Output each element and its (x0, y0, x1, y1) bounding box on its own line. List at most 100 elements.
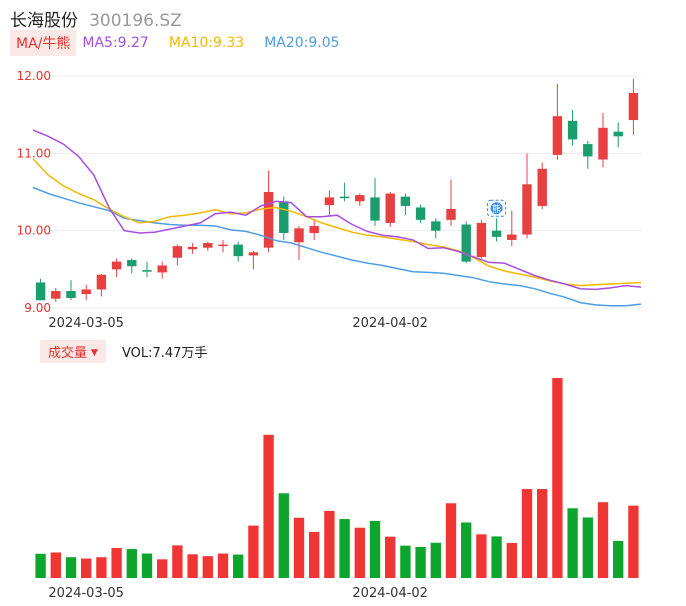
volume-bar (81, 558, 92, 578)
candle-body (522, 184, 532, 235)
candle-body (598, 127, 608, 160)
volume-bar (567, 508, 578, 578)
volume-toggle-button[interactable]: 成交量 ▼ (40, 339, 106, 363)
date-tick-label: 2024-04-02 (352, 316, 428, 331)
candle-body (339, 196, 350, 199)
candle-body (81, 289, 91, 295)
candle-body (157, 265, 167, 273)
volume-bar (50, 552, 61, 578)
candle-body (96, 274, 107, 290)
volume-bar (96, 557, 107, 578)
candle-body (187, 246, 198, 250)
volume-bar (126, 549, 137, 578)
volume-bar (582, 517, 593, 578)
volume-bar (506, 543, 517, 578)
date-tick-label: 2024-03-05 (48, 316, 124, 331)
candle-body (415, 207, 426, 220)
candle-body (51, 290, 61, 299)
volume-bar (597, 502, 609, 578)
volume-bar (157, 559, 168, 578)
volume-bar (293, 517, 305, 578)
candle-body (491, 230, 502, 237)
candle-body (583, 144, 593, 157)
candle-body (203, 243, 213, 248)
volume-bar (430, 542, 441, 578)
candle-body (127, 260, 137, 267)
ma5-line (32, 129, 642, 291)
volume-bar (385, 536, 396, 578)
ma20-label: MA20:9.05 (264, 35, 340, 51)
candle-body (233, 244, 243, 257)
bear-icon (490, 202, 503, 215)
candle-body (431, 221, 441, 231)
volume-bar (445, 503, 457, 578)
candle-body (400, 196, 411, 206)
volume-toggle-label: 成交量 (48, 345, 88, 361)
volume-bar (324, 510, 335, 578)
candle-body (552, 116, 563, 155)
candle-body (446, 209, 456, 220)
candle-body (355, 195, 365, 202)
volume-bar (400, 545, 411, 578)
candle-body (628, 93, 639, 121)
date-tick-label: 2024-04-02 (352, 586, 428, 601)
price-tick-label: 12.00 (17, 69, 51, 83)
candle-body (370, 197, 380, 221)
candle-body (324, 197, 335, 206)
ma5-label: MA5:9.27 (82, 35, 149, 51)
volume-bar (613, 540, 624, 578)
candle-body (476, 222, 487, 257)
candle-body (279, 201, 289, 233)
volume-bar (187, 554, 198, 578)
price-tick-label: 10.00 (17, 224, 51, 238)
volume-bar (233, 554, 244, 578)
candle-body (567, 120, 578, 140)
candle-body (248, 252, 259, 256)
candle-body (142, 270, 152, 272)
ma-toggle-button[interactable]: MA/牛熊 (10, 30, 77, 56)
volume-bar (537, 489, 548, 578)
volume-bar (263, 434, 274, 578)
date-tick-label: 2024-03-05 (48, 586, 124, 601)
candle-body (294, 228, 304, 243)
volume-bar (354, 527, 365, 578)
volume-bar (415, 546, 426, 578)
ma10-line (32, 158, 642, 287)
volume-bar (628, 505, 639, 578)
stock-header: 长海股份 300196.SZ (10, 6, 182, 31)
volume-bar (339, 519, 350, 578)
volume-bar (172, 545, 183, 578)
candle-body (537, 168, 547, 206)
candle-body (66, 290, 76, 298)
volume-bar (369, 520, 381, 578)
stock-code: 300196.SZ (89, 11, 182, 31)
volume-bar (111, 548, 122, 578)
candle-body (263, 192, 274, 248)
volume-bar (248, 525, 259, 578)
volume-bar (461, 522, 472, 578)
candle-body (35, 282, 46, 301)
volume-bar (35, 553, 46, 578)
ma20-line (32, 186, 642, 307)
volume-bar (141, 553, 153, 578)
candle-body (172, 246, 183, 258)
candle-body (385, 193, 395, 223)
volume-bar (491, 536, 502, 578)
volume-bar (476, 534, 487, 578)
candle-body (461, 224, 471, 262)
caret-down-icon: ▼ (91, 347, 98, 358)
candle-body (507, 234, 517, 240)
volume-bar (309, 531, 320, 578)
ma10-label: MA10:9.33 (168, 35, 245, 51)
volume-legend: 成交量 ▼ VOL:7.47万手 (40, 339, 207, 363)
volume-bar (521, 489, 533, 578)
candle-body (613, 131, 623, 137)
price-tick-label: 9.00 (24, 301, 51, 315)
ma-legend: MA/牛熊 MA5:9.27 MA10:9.33 MA20:9.05 (10, 30, 360, 56)
candle-body (111, 261, 122, 270)
bear-icon-label: 熊 (492, 203, 501, 215)
price-tick-label: 11.00 (17, 146, 51, 160)
volume-bar (217, 553, 229, 578)
stock-name: 长海股份 (10, 11, 78, 31)
